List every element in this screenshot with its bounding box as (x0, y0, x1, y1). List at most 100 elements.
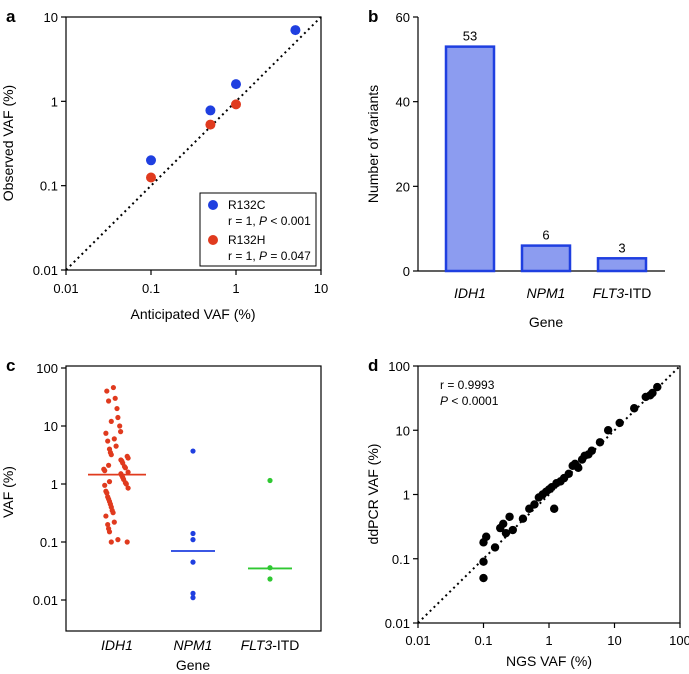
panel-a-point-r132h (231, 99, 241, 110)
panel-c-category-label: FLT3-ITD (241, 637, 300, 653)
panel-b-ytick-label: 0 (403, 264, 410, 279)
panel-c-point-idh1 (104, 490, 110, 496)
panel-b-ytick-label: 60 (396, 10, 410, 25)
panel-c-point-npm1 (190, 536, 196, 543)
panel-a-point-r132c (205, 105, 216, 116)
panel-c-point-idh1 (113, 443, 119, 449)
panel-c: c 0.01 0.1 1 10 100 IDH1 NPM1 FLT3-ITD Gene VA… (0, 356, 322, 673)
panel-b-bar-npm1 (520, 244, 572, 273)
panel-a-point-r132c (290, 25, 301, 36)
panel-a-frame (65, 16, 322, 271)
panel-c-category-label: NPM1 (174, 637, 213, 653)
panel-c-ytick-label: 0.1 (40, 535, 58, 550)
panel-d-ytick-label: 0.01 (385, 616, 410, 631)
panel-b-category-label: FLT3-ITD (593, 285, 652, 301)
panel-c-point-idh1 (108, 452, 114, 458)
panel-d-point (564, 469, 573, 478)
panel-c-point-idh1 (111, 436, 117, 442)
panel-b-category-label: IDH1 (454, 285, 486, 301)
panel-b: b 0 20 40 60 53 IDH1 6 NPM1 3 FLT3-ITD Gene Numb… (365, 7, 665, 330)
panel-d-xtick-label: 0.1 (474, 633, 492, 648)
panel-c-point-idh1 (125, 485, 131, 491)
legend-r132h-name: R132H (228, 233, 265, 247)
panel-d-point (645, 391, 655, 400)
panel-d-point (482, 532, 491, 541)
panel-a-point-r132c (231, 79, 241, 90)
panel-d-point (505, 512, 514, 521)
panel-a-ytick-label: 10 (44, 10, 58, 25)
panel-d-xtick-label: 1 (545, 633, 552, 648)
panel-c-point-npm1 (190, 590, 196, 596)
panel-c-point-idh1 (115, 414, 121, 421)
panel-b-category-label: NPM1 (527, 285, 566, 301)
panel-d-point (574, 463, 583, 473)
panel-d-label: d (368, 356, 378, 375)
panel-d-identity-line (417, 365, 681, 624)
panel-c-ytick-label: 10 (44, 419, 58, 434)
panel-c-ytick-label: 0.01 (33, 593, 58, 608)
panel-c-point-idh1 (108, 418, 114, 425)
panel-a-ylabel: Observed VAF (%) (0, 85, 16, 201)
panel-d-point (518, 514, 528, 523)
panel-b-category-label-italic: FLT3 (593, 285, 625, 301)
panel-a-legend: R132C r = 1, P < 0.001 R132H r = 1, P = … (199, 192, 317, 267)
panel-c-ytick-label: 1 (51, 477, 58, 492)
legend-r132c-name: R132C (228, 198, 266, 212)
panel-a-xlabel: Anticipated VAF (%) (130, 306, 255, 322)
panel-d-xlabel: NGS VAF (%) (506, 653, 592, 669)
panel-d-ytick-label: 0.1 (392, 552, 410, 567)
panel-c-point-npm1 (190, 530, 196, 537)
panel-c-label: c (6, 356, 15, 375)
panel-c-point-idh1 (104, 388, 110, 394)
panel-a-point-r132h (146, 172, 156, 183)
panel-b-ylabel: Number of variants (365, 85, 381, 203)
panel-c-point-idh1 (112, 395, 118, 401)
panel-c-point-idh1 (102, 482, 108, 488)
panel-a-label: a (6, 7, 16, 26)
panel-d-point (549, 504, 559, 513)
panel-d-point (490, 543, 500, 552)
panel-b-category-label-italic: IDH1 (454, 285, 486, 301)
panel-a-ytick-label: 0.01 (33, 263, 58, 278)
panel-b-category-label-italic: NPM1 (527, 285, 566, 301)
panel-b-bar-idh1 (444, 45, 496, 273)
panel-c-category-label-italic: FLT3 (241, 637, 273, 653)
panel-d-point (530, 500, 539, 509)
panel-c-category-label-italic: NPM1 (174, 637, 213, 653)
legend-r132h-stat: r = 1, P = 0.047 (228, 249, 311, 263)
panel-a-ytick-label: 1 (51, 94, 58, 109)
panel-c-point-npm1 (190, 448, 196, 454)
panel-c-point-idh1 (111, 519, 117, 525)
panel-a: a 0.01 0.01 0.1 0.1 1 1 10 10 Anticipated VAF (… (0, 7, 328, 322)
panel-c-point-idh1 (115, 536, 121, 543)
panel-c-point-idh1 (105, 438, 111, 444)
panel-c-point-flt3-itd (267, 477, 273, 484)
panel-c-point-idh1 (106, 462, 112, 468)
panel-b-bar-value-label: 6 (542, 228, 549, 243)
panel-c-point-idh1 (123, 481, 129, 487)
panel-c-point-npm1 (190, 559, 196, 565)
panel-d-ytick-label: 100 (388, 359, 410, 374)
panel-b-category-label-suffix: -ITD (624, 285, 651, 301)
panel-c-category-label-suffix: -ITD (272, 637, 299, 653)
panel-d-xtick-label: 10 (607, 633, 621, 648)
panel-c-ytick-label: 100 (36, 361, 58, 376)
panel-d-xtick-label: 100 (669, 633, 689, 648)
panel-a-ytick-label: 0.1 (40, 179, 58, 194)
panel-d-point (499, 519, 508, 528)
panel-a-point-r132h (205, 119, 216, 130)
panel-d-point (653, 382, 662, 392)
legend-r132c-marker (208, 200, 218, 210)
panel-c-point-idh1 (105, 521, 111, 528)
panel-d-point (630, 404, 639, 413)
panel-d-xtick-label: 0.01 (405, 633, 430, 648)
panel-c-ylabel: VAF (%) (0, 466, 16, 518)
panel-d-point (595, 438, 605, 447)
panel-d-point (479, 573, 488, 583)
panel-b-ytick-label: 20 (396, 179, 410, 194)
panel-c-point-idh1 (125, 469, 131, 475)
panel-c-point-idh1 (106, 398, 112, 404)
panel-b-xlabel: Gene (529, 314, 563, 330)
panel-c-point-idh1 (117, 423, 123, 429)
panel-b-ytick-label: 40 (396, 95, 410, 110)
